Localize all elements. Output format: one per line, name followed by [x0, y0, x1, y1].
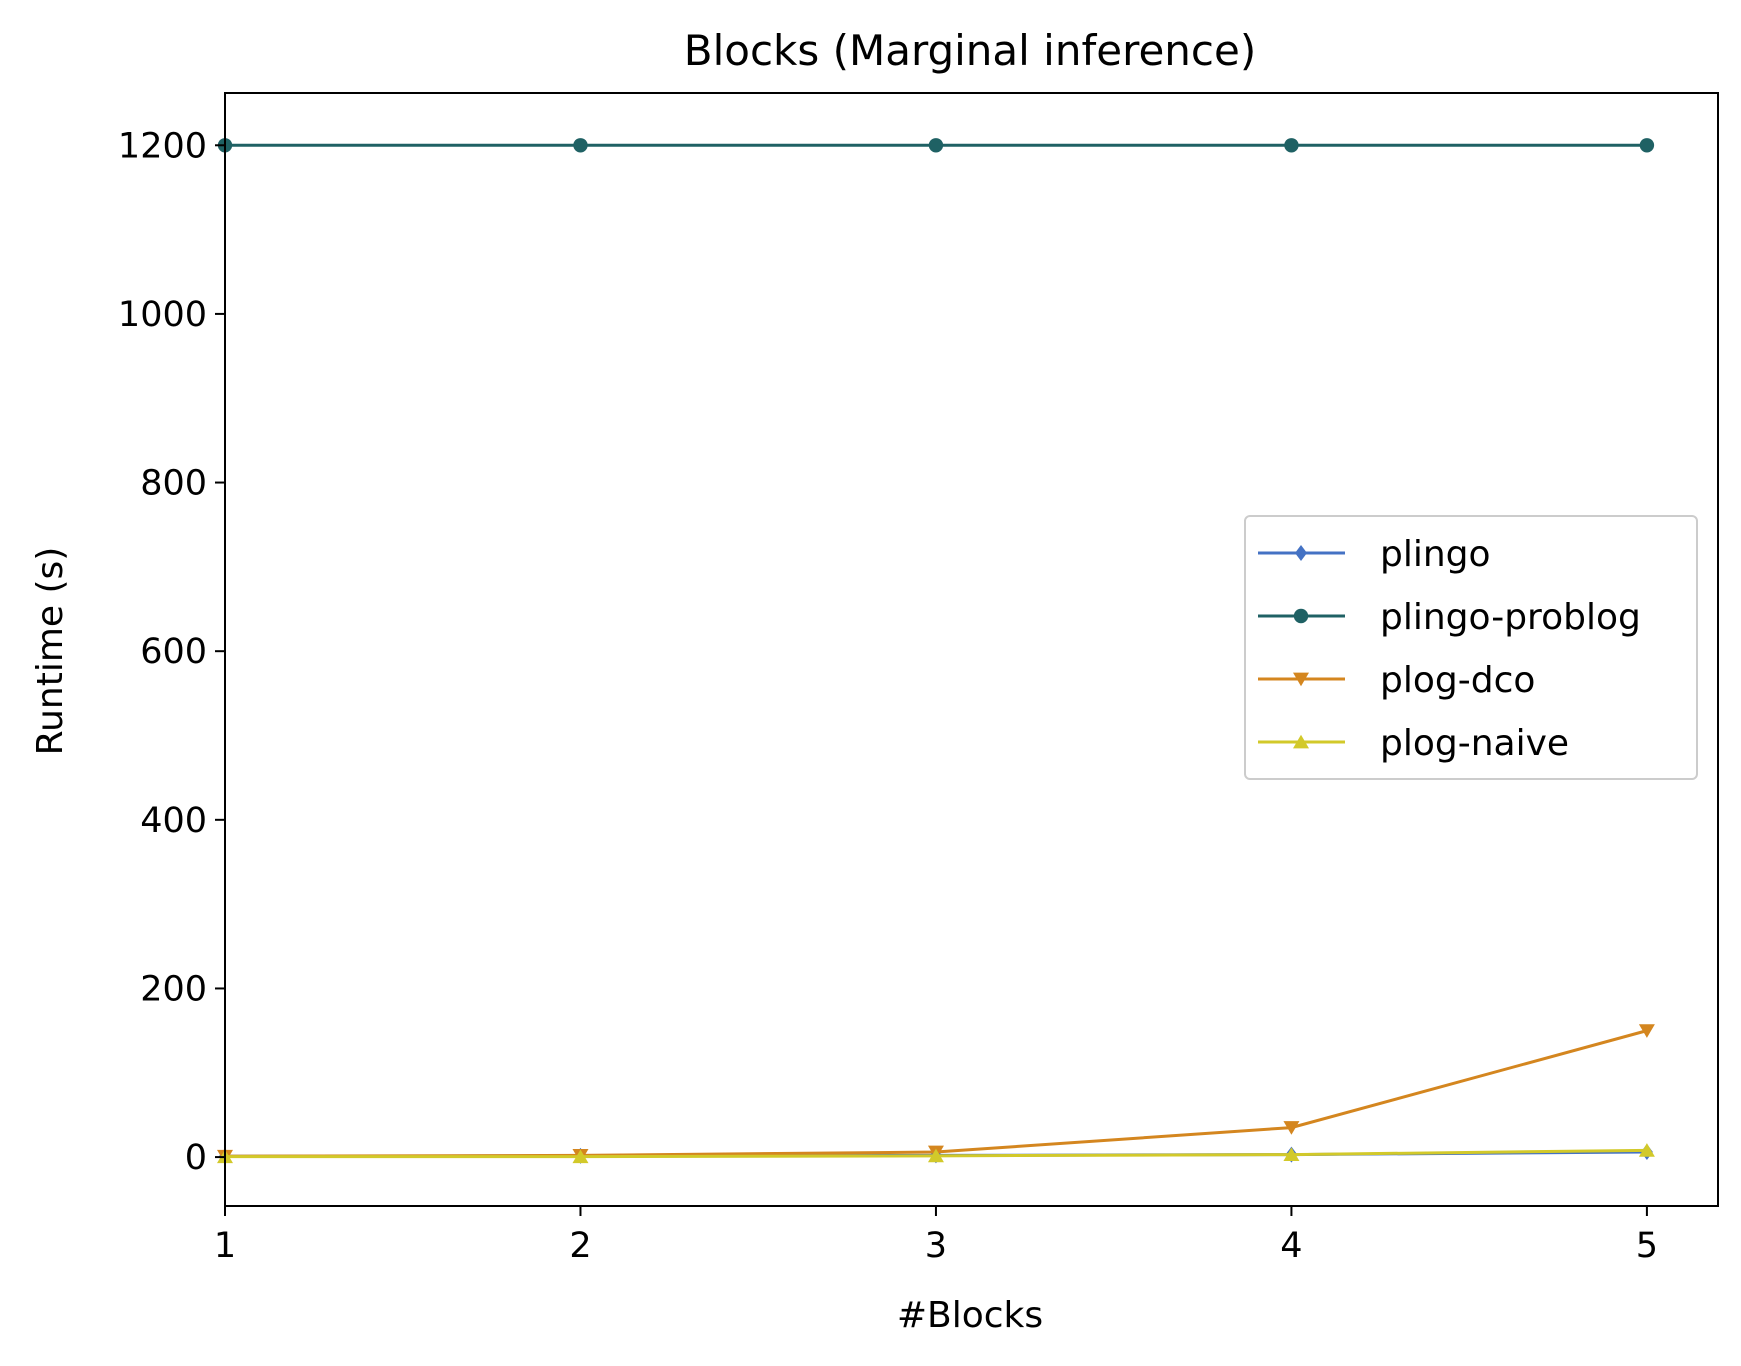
x-axis-label: #Blocks	[897, 1295, 1043, 1336]
x-tick-label: 2	[569, 1226, 591, 1266]
legend-label: plog-naive	[1380, 723, 1569, 764]
legend-item-plingo: plingo	[1258, 534, 1491, 575]
ticks-layer: 0 200 400 600 800 1000 1200 1 2 3 4 5	[118, 126, 1658, 1266]
y-tick-label: 400	[140, 801, 207, 841]
x-tick-label: 1	[214, 1226, 236, 1266]
series-line-plog-dco	[224, 1029, 1648, 1158]
plog-naive-point-3	[1283, 1147, 1300, 1161]
legend-box	[1244, 515, 1698, 780]
legend-label: plog-dco	[1380, 660, 1535, 701]
series-plog-naive	[217, 1143, 1655, 1164]
legend-label: plingo-problog	[1380, 597, 1641, 638]
y-tick-label: 1200	[118, 126, 207, 166]
legend-item-plog-dco: plog-dco	[1258, 660, 1535, 701]
legend-item-plingo-problog: plingo-problog	[1258, 597, 1641, 638]
legend-swatch-plingo-point	[1295, 545, 1307, 561]
series-layer	[217, 138, 1655, 1165]
plingo-problog-point-4	[1639, 138, 1655, 153]
legend-label: plingo	[1380, 534, 1491, 575]
legend-item-plog-naive: plog-naive	[1258, 723, 1569, 764]
y-tick-label: 200	[140, 969, 207, 1009]
plog-naive-point-1	[572, 1149, 589, 1164]
plog-dco-point-3	[1283, 1121, 1300, 1135]
series-plog-dco	[217, 1024, 1655, 1164]
plingo-problog-point-2	[928, 138, 944, 153]
plog-dco-point-4	[1638, 1024, 1655, 1038]
x-tick-label: 3	[925, 1226, 947, 1266]
legend-swatch-plog-dco-point	[1293, 672, 1309, 687]
legend: plingo plingo-problog plog-dco plog-naive	[1244, 515, 1698, 780]
plot-area-frame	[224, 92, 1719, 1207]
y-tick-label: 600	[140, 632, 207, 672]
y-axis-label: Runtime (s)	[30, 547, 71, 756]
y-tick-label: 0	[185, 1138, 207, 1178]
y-tick-label: 800	[140, 464, 207, 504]
x-tick-label: 4	[1280, 1226, 1302, 1266]
plingo-problog-point-1	[573, 138, 588, 153]
plingo-problog-point-3	[1284, 138, 1299, 153]
plog-naive-point-2	[927, 1148, 944, 1163]
series-plingo-problog	[217, 138, 1655, 153]
chart-title: Blocks (Marginal inference)	[684, 26, 1256, 75]
legend-swatch-plingo-problog-point	[1293, 608, 1309, 624]
legend-swatch-plog-naive-point	[1293, 734, 1309, 749]
plog-naive-point-4	[1638, 1143, 1655, 1157]
y-tick-label: 1000	[118, 295, 207, 335]
x-tick-label: 5	[1636, 1226, 1658, 1266]
